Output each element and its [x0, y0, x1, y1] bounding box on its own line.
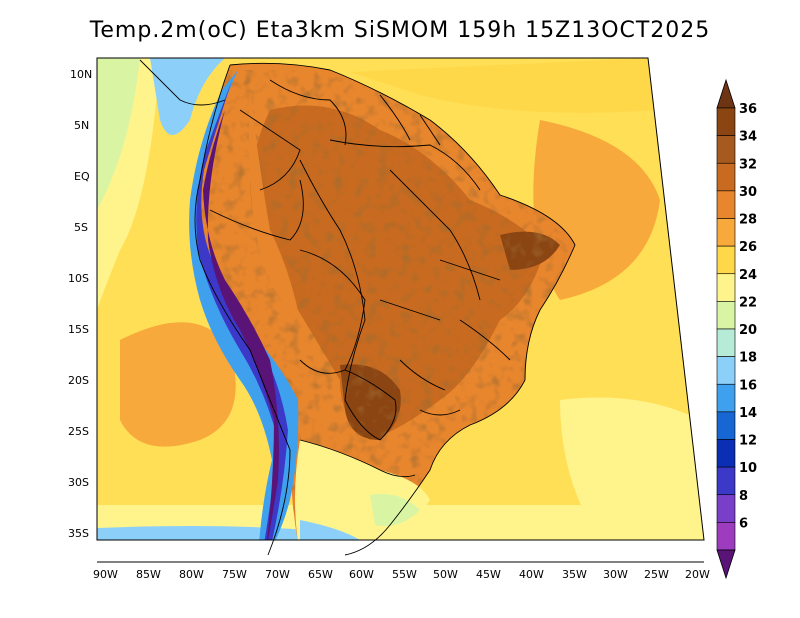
colorbar-segment — [716, 301, 736, 330]
colorbar-label: 28 — [739, 213, 757, 228]
border-guianas — [379, 94, 441, 146]
lon-label-65w: 65W — [308, 568, 333, 581]
border-paraguay — [344, 369, 397, 441]
border-brazil-west — [299, 159, 381, 441]
lon-label-85w: 85W — [136, 568, 161, 581]
colorbar-bottom-arrow — [716, 549, 736, 580]
lat-label-5n: 5N — [74, 119, 89, 132]
colorbar-label: 24 — [739, 268, 757, 283]
lon-label-75w: 75W — [222, 568, 247, 581]
lon-label-70w: 70W — [265, 568, 290, 581]
colorbar-label: 10 — [739, 461, 757, 476]
lon-label-50w: 50W — [433, 568, 458, 581]
colorbar-label: 30 — [739, 185, 757, 200]
continent-coastline — [229, 62, 576, 556]
lon-label-90w: 90W — [93, 568, 118, 581]
lon-label-60w: 60W — [349, 568, 374, 581]
lat-label-30s: 30S — [68, 476, 89, 489]
andes-cold-band — [189, 70, 299, 540]
atlantic-south-cool — [560, 397, 704, 540]
colorbar-label: 6 — [739, 516, 748, 531]
latitude-axis: 10N 5N EQ 5S 10S 15S 20S 25S 30S 35S — [68, 58, 98, 540]
colorbar-segment — [716, 494, 736, 523]
border-argentina — [299, 439, 416, 478]
lat-label-35s: 35S — [68, 527, 89, 540]
colorbar-label: 36 — [739, 102, 757, 117]
colorbar-label: 16 — [739, 378, 757, 393]
border-bolivia — [299, 249, 366, 374]
colorbar-segment — [716, 356, 736, 385]
lat-label-15s: 15S — [68, 323, 89, 336]
lat-label-10s: 10S — [68, 272, 89, 285]
border-colombia — [239, 109, 301, 191]
colorbar-segment — [716, 218, 736, 247]
political-borders — [139, 59, 576, 556]
lon-label-40w: 40W — [519, 568, 544, 581]
map-domain — [96, 57, 705, 556]
colorbar-segment — [716, 245, 736, 275]
colorbar-label: 18 — [739, 351, 757, 366]
state-borders-2 — [379, 299, 461, 416]
lat-label-eq: EQ — [74, 170, 90, 183]
central-america — [139, 59, 226, 106]
andes-warm-slope — [248, 90, 300, 320]
colorbar-segment — [716, 162, 736, 192]
colorbar-segment — [716, 273, 736, 302]
west-coastline — [194, 64, 291, 556]
colorbar: 36 34 32 30 28 26 24 22 20 18 16 14 12 10 8 6 — [716, 78, 757, 580]
lon-label-80w: 80W — [179, 568, 204, 581]
colorbar-label: 32 — [739, 157, 757, 172]
lat-label-20s: 20S — [68, 374, 89, 387]
colorbar-segment — [716, 190, 736, 219]
south-cool-land — [295, 440, 430, 540]
lat-label-25s: 25S — [68, 425, 89, 438]
andes-colder-band — [196, 80, 288, 540]
patagonia-cold — [300, 520, 360, 540]
andes-coldest-core — [203, 110, 279, 540]
colorbar-segment — [716, 522, 736, 551]
state-borders-1 — [389, 169, 511, 361]
colorbar-label: 8 — [739, 489, 748, 504]
map-title: Temp.2m(oC) Eta3km SiSMOM 159h 15Z13OCT2… — [89, 18, 711, 43]
lat-label-5s: 5S — [74, 221, 88, 234]
colorbar-segment — [716, 328, 736, 357]
colorbar-segment — [716, 466, 736, 496]
lat-label-10n: 10N — [70, 68, 92, 81]
colorbar-label: 20 — [739, 323, 757, 338]
pacific-warm — [120, 322, 236, 447]
border-peru — [209, 179, 304, 241]
pacific-cold-strip — [150, 58, 225, 135]
colorbar-segment — [716, 383, 736, 413]
colorbar-segment — [716, 135, 736, 164]
caribbean-yellow — [350, 58, 655, 113]
lon-label-25w: 25W — [644, 568, 669, 581]
lon-label-35w: 35W — [562, 568, 587, 581]
lon-label-20w: 20W — [685, 568, 710, 581]
lon-label-55w: 55W — [392, 568, 417, 581]
colorbar-segment — [716, 107, 736, 136]
border-venezuela — [269, 79, 347, 146]
colorbar-segment — [716, 439, 736, 468]
ocean-south-cold — [97, 526, 420, 540]
lon-label-45w: 45W — [476, 568, 501, 581]
border-brazil-north — [329, 139, 481, 191]
colorbar-label: 26 — [739, 240, 757, 255]
colorbar-label: 22 — [739, 295, 757, 310]
colorbar-label: 12 — [739, 434, 757, 449]
colorbar-label: 34 — [739, 130, 757, 145]
pacific-cooler — [97, 58, 140, 210]
lon-label-30w: 30W — [603, 568, 628, 581]
colorbar-label: 14 — [739, 406, 757, 421]
colorbar-top-arrow — [716, 78, 736, 109]
colorbar-segment — [716, 411, 736, 440]
longitude-axis: 90W 85W 80W 75W 70W 65W 60W 55W 50W 45W … — [93, 561, 710, 581]
